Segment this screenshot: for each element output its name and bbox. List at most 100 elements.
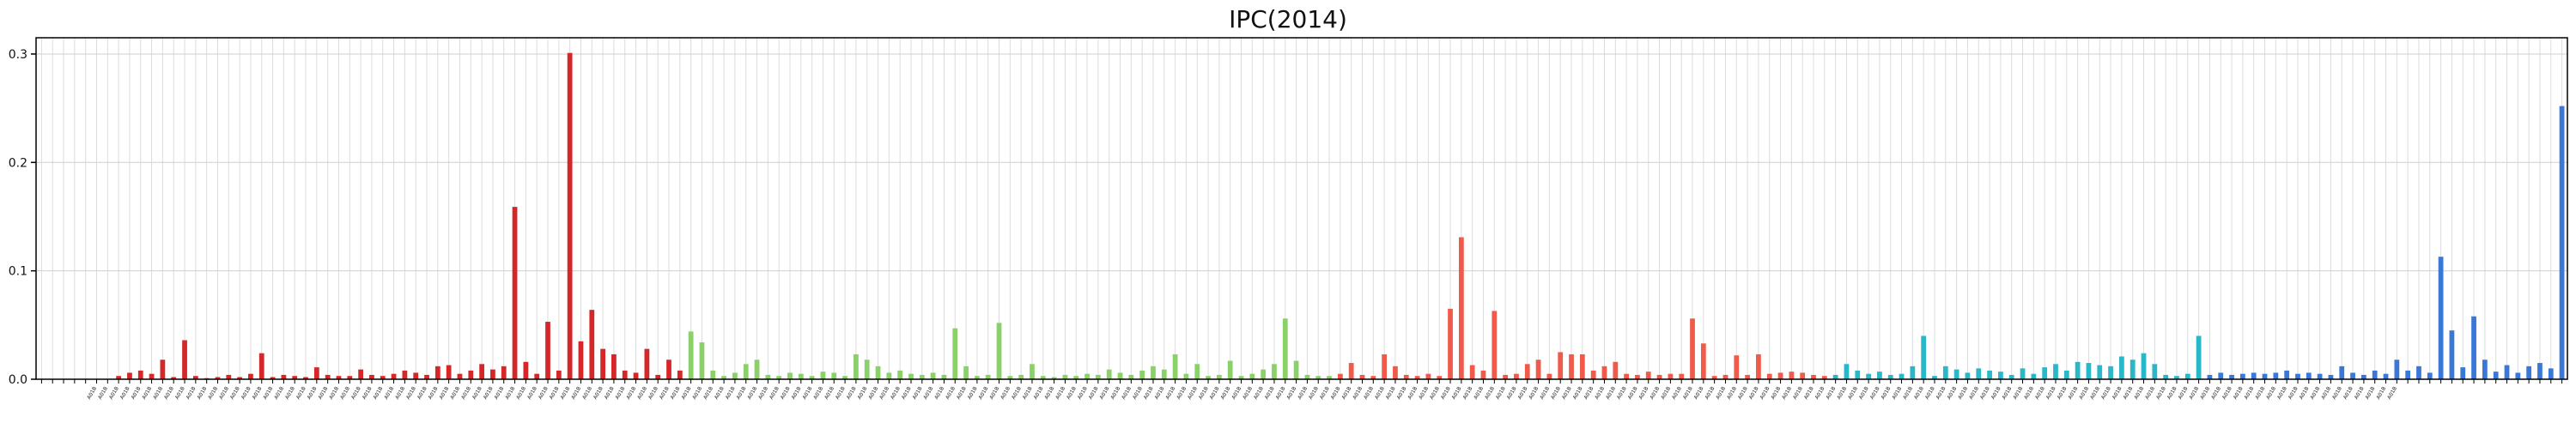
x-tick-label: A01B [1495,386,1507,401]
x-tick-label: A01B [251,386,263,401]
x-tick-label: A01B [2111,386,2123,401]
bar [215,377,221,379]
bar [2515,372,2521,379]
x-tick-label: A01B [1726,386,1738,401]
x-tick-label: A01B [504,386,516,401]
bar [1844,364,1850,379]
bar [798,373,804,379]
x-tick-label: A01B [1528,386,1540,401]
bar [2262,373,2268,379]
bar [1921,335,1927,379]
x-tick-label: A01B [2265,386,2277,401]
x-tick-label: A01B [967,386,979,401]
bar [2460,367,2466,379]
bar [1690,318,1695,379]
bar [380,376,386,379]
x-tick-label: A01B [2243,386,2255,401]
bar [2097,365,2103,379]
bar [600,348,605,379]
x-tick-label: A01B [2178,386,2190,401]
bar [1987,370,1992,379]
bar [1590,370,1596,379]
x-tick-label: A01B [493,386,505,401]
bar [2020,368,2026,379]
x-tick-label: A01B [2354,386,2366,401]
bar [2317,373,2323,379]
x-tick-label: A01B [2299,386,2311,401]
bar [930,372,936,379]
bar [2086,363,2092,379]
x-tick-label: A01B [1902,386,1914,401]
bar [391,373,397,379]
x-tick-label: A01B [1539,386,1551,401]
x-tick-label: A01B [592,386,605,401]
bar [402,370,408,379]
x-tick-label: A01B [416,386,428,401]
bar [1777,372,1783,379]
y-tick-label: 0.1 [9,265,27,279]
x-tick-label: A01B [229,386,241,401]
bar [842,376,848,379]
bar [1151,366,1156,379]
bar [578,341,584,379]
bar [248,373,253,379]
bar [2108,366,2113,379]
x-tick-label: A01B [2320,386,2332,401]
x-tick-label: A01B [1451,386,1463,401]
bar [358,369,363,379]
x-tick-label: A01B [1550,386,1562,401]
x-tick-label: A01B [1440,386,1452,401]
x-tick-label: A01B [86,386,98,401]
x-tick-label: A01B [2155,386,2167,401]
bar [424,374,429,379]
bar [2482,360,2488,379]
bar [1249,373,1255,379]
bar [2471,316,2476,379]
x-tick-label: A01B [1066,386,1078,401]
bar [765,374,771,379]
x-tick-label: A01B [1792,386,1804,401]
bar [171,377,177,379]
x-tick-label: A01B [1913,386,1925,401]
x-tick-label: A01B [1693,386,1705,401]
bar [1942,366,1948,379]
x-tick-label: A01B [1098,386,1110,401]
x-tick-label: A01B [801,386,813,401]
bar [127,372,132,379]
bar [270,377,276,379]
x-tick-label: A01B [1198,386,1210,401]
bar [2229,374,2234,379]
x-tick-label: A01B [1583,386,1595,401]
bar [1887,374,1893,379]
x-tick-label: A01B [1230,386,1242,401]
bar [303,377,308,379]
x-tick-label: A01B [2331,386,2343,401]
x-tick-label: A01B [1561,386,1573,401]
x-tick-label: A01B [1187,386,1199,401]
x-tick-label: A01B [912,386,924,401]
bar [941,374,947,379]
bar [1227,360,1233,379]
x-tick-label: A01B [1209,386,1221,401]
bar [611,353,617,379]
bar [1051,377,1057,379]
bar [149,373,155,379]
bar [556,370,562,379]
x-tick-label: A01B [581,386,593,401]
bar [1370,376,1376,379]
bar [831,372,837,379]
bar [2559,106,2565,379]
x-tick-label: A01B [1637,386,1649,401]
x-tick-label: A01B [361,386,374,401]
bar [512,207,518,379]
bar [2394,360,2400,379]
bar [985,374,991,379]
bar [1327,376,1332,379]
x-tick-label: A01B [1957,386,1969,401]
bar [1425,373,1431,379]
bar [226,374,232,379]
x-tick-label: A01B [196,386,208,401]
bar [313,367,319,379]
bar [1668,373,1674,379]
